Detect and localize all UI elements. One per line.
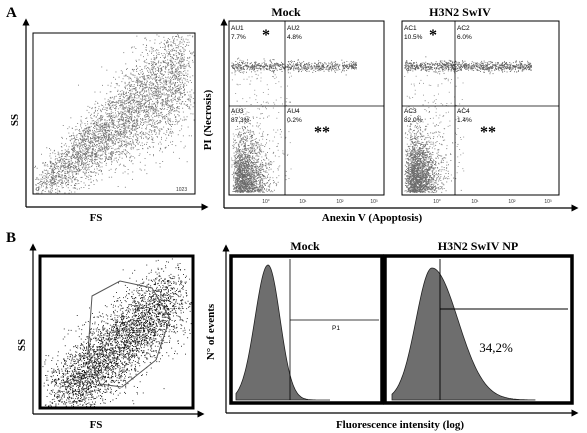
panel-b-letter: B [6,230,16,246]
mock-histogram-plot: Mock P1 [229,239,384,405]
panel-a-anexin-label: Anexin V (Apoptosis) [322,212,423,224]
h3n2-q1-value: 10.5% [404,34,423,41]
h3n2-q1-name: AC1 [404,25,417,32]
mock-q2-value: 4.8% [287,34,302,41]
h3n2-histogram-curve [391,267,536,401]
panel-a-ss-label: SS [9,114,21,126]
panel-b-ss-label: SS [16,339,28,351]
panel-b-fs-ss-plot: SS FS [16,243,205,431]
mock-apoptosis-plot: Mock AU1 7.7% AU2 4.8% AU3 87.3% AU4 0.2… [228,5,385,205]
h3n2-double-star: ** [480,124,496,141]
h3n2-tick-3: 10³ [544,199,552,205]
h3n2-q3-value: 82.0% [404,117,423,124]
panel-a-x-tick-min: 0 [36,187,39,193]
h3n2-histogram-title: H3N2 SwIV NP [438,239,518,253]
mock-q3-name: AU3 [231,108,244,115]
mock-q4-value: 0.2% [287,117,302,124]
mock-tick-1: 10¹ [299,199,307,205]
mock-single-star: * [262,27,270,44]
panel-b-gate-polygon [87,280,171,388]
panel-b-fs-label: FS [90,419,103,431]
mock-tick-2: 10² [336,199,344,205]
h3n2-single-star: * [429,27,437,44]
mock-apoptosis-title: Mock [271,5,301,19]
panel-a-scatter-frame [32,32,196,195]
mock-histogram-curve [235,264,330,401]
h3n2-tick-1: 10¹ [471,199,479,205]
h3n2-apoptosis-plot: H3N2 SwIV AC1 10.5% AC2 6.0% AC3 82.0% A… [401,5,560,205]
h3n2-apoptosis-title: H3N2 SwIV [429,5,491,19]
panel-b-fluorescence-label: Fluorescence intensity (log) [336,419,464,431]
mock-q4-name: AU4 [287,108,300,115]
mock-q1-name: AU1 [231,25,244,32]
mock-apoptosis-frame [228,20,385,196]
mock-tick-3: 10³ [370,199,378,205]
mock-q3-value: 87.3% [231,117,250,124]
h3n2-tick-0: 10° [433,199,441,205]
mock-gate-label: P1 [332,325,340,332]
h3n2-q4-name: AC4 [457,108,470,115]
h3n2-tick-2: 10² [508,199,516,205]
panel-a-fs-label: FS [90,212,103,224]
mock-histogram-title: Mock [290,239,320,253]
panel-a-x-tick-max: 1023 [176,187,187,193]
panel-a-fs-ss-plot: 0 1023 SS FS [9,18,209,224]
mock-q2-name: AU2 [287,25,300,32]
h3n2-apoptosis-frame [401,20,560,196]
panel-a-letter: A [6,5,17,21]
h3n2-q2-value: 6.0% [457,34,472,41]
panel-b-events-label: N° of events [205,303,217,360]
mock-q1-value: 7.7% [231,34,246,41]
panel-a-scatter-dots [34,34,195,194]
mock-apoptosis-dots [231,57,357,193]
mock-tick-0: 10° [262,199,270,205]
panel-a-pi-label: PI (Necrosis) [202,89,214,150]
h3n2-q3-name: AC3 [404,108,417,115]
h3n2-q4-value: 1.4% [457,117,472,124]
mock-double-star: ** [314,124,330,141]
h3n2-gate-value: 34,2% [479,340,513,355]
h3n2-histogram-plot: H3N2 SwIV NP 34,2% [383,239,574,405]
panel-b-scatter-dots [42,258,192,407]
h3n2-apoptosis-dots [404,56,532,193]
h3n2-q2-name: AC2 [457,25,470,32]
